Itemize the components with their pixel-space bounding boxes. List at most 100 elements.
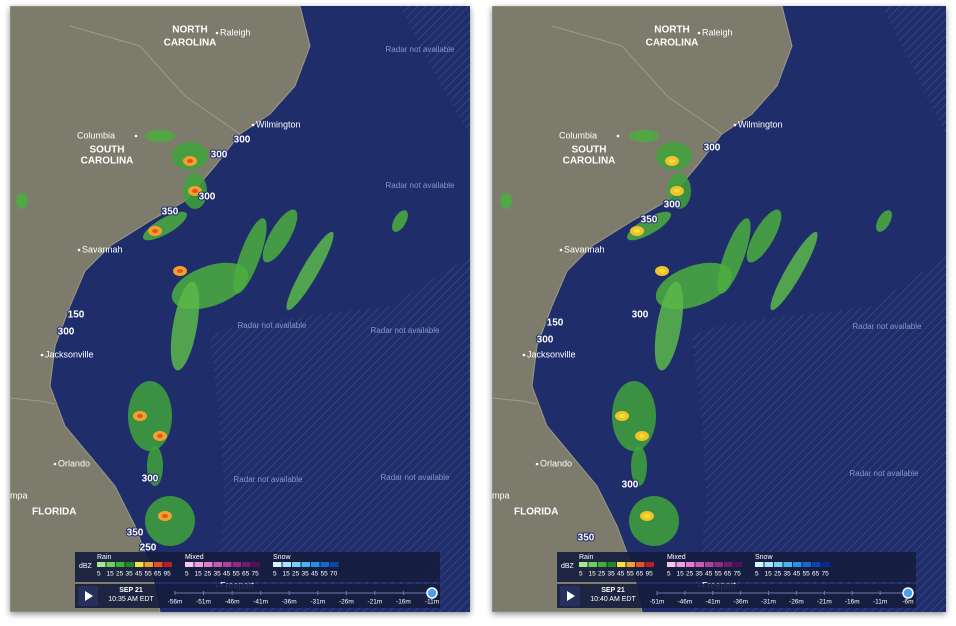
timeline-step: -51m <box>196 599 211 606</box>
place-dot <box>40 353 44 357</box>
place-label: NORTH <box>654 25 690 36</box>
legend-swatch <box>194 562 203 567</box>
legend-scale: 35 <box>302 571 310 578</box>
legend-swatch <box>292 562 301 567</box>
border <box>551 25 723 135</box>
legend-swatch <box>705 562 714 567</box>
legend-scale: 55 <box>145 571 153 578</box>
place-label: NORTH <box>172 25 208 36</box>
legend-swatch <box>676 562 685 567</box>
play-icon[interactable] <box>567 591 575 601</box>
radar-gap <box>882 6 946 136</box>
echo-top: 300 <box>199 192 216 203</box>
place-label: CAROLINA <box>81 156 134 167</box>
legend-scale: 25 <box>598 571 606 578</box>
radar-note: Radar not available <box>853 322 922 331</box>
legend-swatch <box>232 562 241 567</box>
radar-echo <box>145 496 195 546</box>
legend-scale: 35 <box>784 571 792 578</box>
legend-scale: 35 <box>126 571 134 578</box>
echo-top: 300 <box>632 310 649 321</box>
legend-group: Mixed <box>667 554 686 561</box>
legend-scale: 75 <box>734 571 742 578</box>
radar-note: Radar not available <box>234 475 303 484</box>
radar-core <box>157 434 163 438</box>
timeline-step: -6m <box>902 599 913 606</box>
legend-swatch <box>636 562 645 567</box>
timeline-time: 10:40 AM EDT <box>590 596 636 603</box>
legend-scale: 35 <box>214 571 222 578</box>
timeline-step: -26m <box>339 599 354 606</box>
timeline-step: -41m <box>253 599 268 606</box>
land <box>10 6 311 612</box>
place-label: Raleigh <box>220 27 251 37</box>
legend-swatch <box>755 562 764 567</box>
place-dot <box>697 31 701 35</box>
timeline-step: -16m <box>845 599 860 606</box>
legend-swatch <box>774 562 783 567</box>
timeline-box <box>75 584 440 608</box>
legend-group: Rain <box>579 554 594 561</box>
legend-swatch <box>97 562 106 567</box>
place-label: Columbia <box>559 130 597 140</box>
radar-core <box>634 229 640 233</box>
radar-core <box>669 159 675 163</box>
legend-swatch <box>812 562 821 567</box>
legend-swatch <box>802 562 811 567</box>
place-label: Orlando <box>58 458 90 468</box>
place-label: mpa <box>492 490 510 500</box>
place-label: CAROLINA <box>646 38 699 49</box>
radar-core <box>137 414 143 418</box>
border <box>10 397 56 405</box>
legend-swatch <box>185 562 194 567</box>
legend-scale: 45 <box>705 571 713 578</box>
place-label: Savannah <box>82 244 123 254</box>
radar-note: Radar not available <box>386 181 455 190</box>
radar-core <box>674 189 680 193</box>
radar-core <box>644 514 650 518</box>
timeline-step: -36m <box>282 599 297 606</box>
legend-swatch <box>724 562 733 567</box>
legend-swatch <box>793 562 802 567</box>
place-label: Raleigh <box>702 27 733 37</box>
legend-swatch <box>598 562 607 567</box>
legend-scale: 45 <box>223 571 231 578</box>
radar-echo <box>147 446 163 486</box>
radar-gap <box>400 6 470 136</box>
radar-note: Radar not available <box>371 326 440 335</box>
legend-scale: 35 <box>696 571 704 578</box>
legend-swatch <box>251 562 260 567</box>
echo-top: 300 <box>211 150 228 161</box>
place-dot <box>559 248 563 252</box>
radar-echo <box>654 281 684 371</box>
legend-scale: 5 <box>755 571 759 578</box>
radar-note: Radar not available <box>850 469 919 478</box>
timeline-step: -21m <box>367 599 382 606</box>
legend-scale: 45 <box>617 571 625 578</box>
radar-core <box>619 414 625 418</box>
legend-swatch <box>144 562 153 567</box>
timeline-knob[interactable] <box>902 587 914 599</box>
radar-gap <box>210 256 470 612</box>
play-icon[interactable] <box>85 591 93 601</box>
radar-echo <box>500 193 512 209</box>
radar-note: Radar not available <box>238 321 307 330</box>
timeline-knob[interactable] <box>426 587 438 599</box>
timeline-step: -41m <box>705 599 720 606</box>
place-label: SOUTH <box>572 145 607 156</box>
timeline-box <box>557 584 916 608</box>
place-dot <box>733 123 737 127</box>
echo-top: 300 <box>537 335 554 346</box>
legend-scale: 25 <box>116 571 124 578</box>
place-label: CAROLINA <box>563 156 616 167</box>
legend-swatch <box>626 562 635 567</box>
timeline-step: -46m <box>677 599 692 606</box>
place-dot <box>251 123 255 127</box>
legend-swatch <box>330 562 339 567</box>
timeline-step: -31m <box>310 599 325 606</box>
legend-scale: 55 <box>627 571 635 578</box>
legend-group: Rain <box>97 554 112 561</box>
timeline-step: -11m <box>873 599 887 606</box>
legend-swatch <box>213 562 222 567</box>
